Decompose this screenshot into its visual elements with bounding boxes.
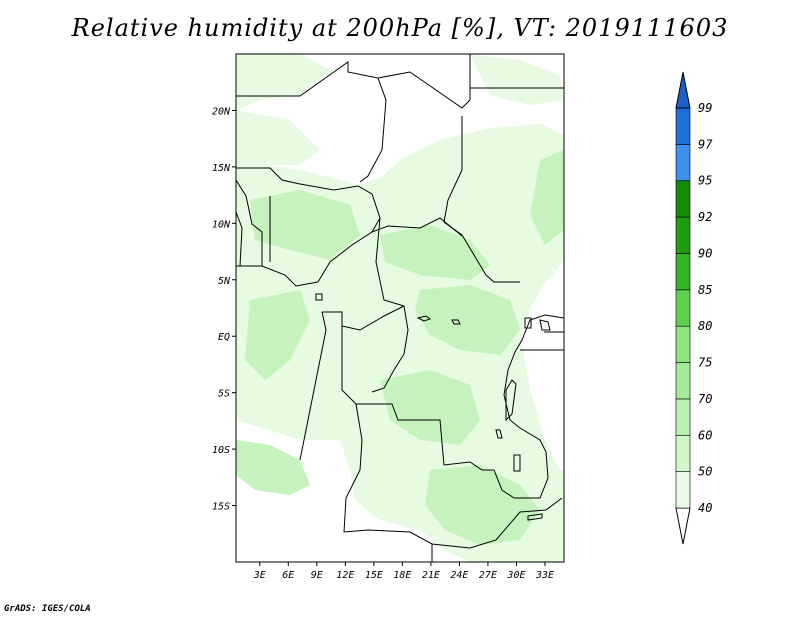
country-borders [236,54,564,562]
country-border [503,314,564,499]
legend-swatch [675,434,691,472]
legend-swatch [675,325,691,363]
lake-outline [416,315,432,322]
humidity-patch [470,54,564,105]
lon-tick-label: 21E [422,570,440,581]
lon-tick-label: 9E [311,570,323,581]
legend-label: 50 [698,465,712,479]
lake-outline [524,317,532,329]
legend-swatch [675,253,691,291]
legend-swatch [675,289,691,327]
lon-tick-label: 18E [393,570,411,581]
legend-label: 85 [698,283,712,297]
country-border [375,217,405,307]
lon-tick-label: 33E [535,570,554,581]
lon-tick-label: 15E [365,570,383,581]
humidity-fill-layer [236,54,564,562]
country-border [236,179,263,266]
humidity-patch [236,110,320,165]
legend-swatch [675,180,691,218]
lat-tick-label: 10N [212,219,231,230]
color-legend: 40 50 60 70 75 80 85 90 92 95 97 99 [675,71,713,545]
lake-outline [539,319,551,331]
country-border [236,167,381,283]
lat-tick-label: 15N [212,163,231,174]
country-border [341,326,515,499]
country-border [377,54,471,109]
lake-outline [527,513,543,521]
lat-tick-label: 5S [218,389,230,400]
legend-swatch [675,107,691,145]
country-border [236,265,319,287]
humidity-patch [415,285,520,355]
humidity-patch [236,440,310,495]
legend-label: 60 [698,428,712,442]
map-title: Relative humidity at 200hPa [%], VT: 201… [71,14,729,42]
legend-top-arrow [675,71,691,109]
lon-tick-label: 24E [450,570,468,581]
legend-swatch [675,471,691,509]
country-border [343,403,563,549]
legend-label: 70 [698,392,712,406]
legend-swatch [675,216,691,254]
lat-tick-label: 15S [212,502,230,513]
legend-swatch [675,144,691,182]
legend-swatch [675,398,691,436]
legend-label: 40 [698,501,712,515]
legend-label: 97 [698,137,713,151]
country-border [299,311,327,461]
legend-label: 95 [698,174,712,188]
legend-label: 99 [698,101,712,115]
country-border [371,305,409,393]
map-frame [235,53,565,563]
humidity-patch [380,225,490,280]
axis-ticks: 20N 15N 10N 5N EQ 5S 10S 15S 3E 6E 9E 12E 15E 18E 21E 2… [212,106,554,581]
legend-label: 75 [698,356,712,370]
lake-outline [315,293,323,301]
humidity-patch [236,54,330,110]
lake-outline [451,319,461,325]
lat-tick-label: 10S [212,445,230,456]
lake-outline [513,454,521,472]
lon-tick-label: 27E [479,570,497,581]
humidity-patch [530,150,564,245]
grads-credit: GrADS: IGES/COLA [4,604,91,614]
humidity-patch [380,370,480,445]
lat-tick-label: 5N [218,276,231,287]
country-border [322,305,405,331]
legend-label: 90 [698,246,712,260]
legend-label: 80 [698,319,712,333]
legend-swatch [675,362,691,400]
lat-tick-label: 20N [212,106,231,117]
lon-tick-label: 12E [336,570,354,581]
country-border [371,217,463,237]
lon-tick-label: 30E [506,570,525,581]
lake-outline [495,429,503,439]
lake-outline [505,379,517,422]
legend-bottom-arrow [675,507,691,545]
humidity-patch [245,290,310,380]
lon-tick-label: 3E [253,570,266,581]
lon-tick-label: 6E [282,570,294,581]
country-border [236,211,243,267]
lat-tick-label: EQ [218,332,230,343]
legend-label: 92 [698,210,712,224]
humidity-patch [425,465,540,545]
humidity-patch [250,190,360,260]
